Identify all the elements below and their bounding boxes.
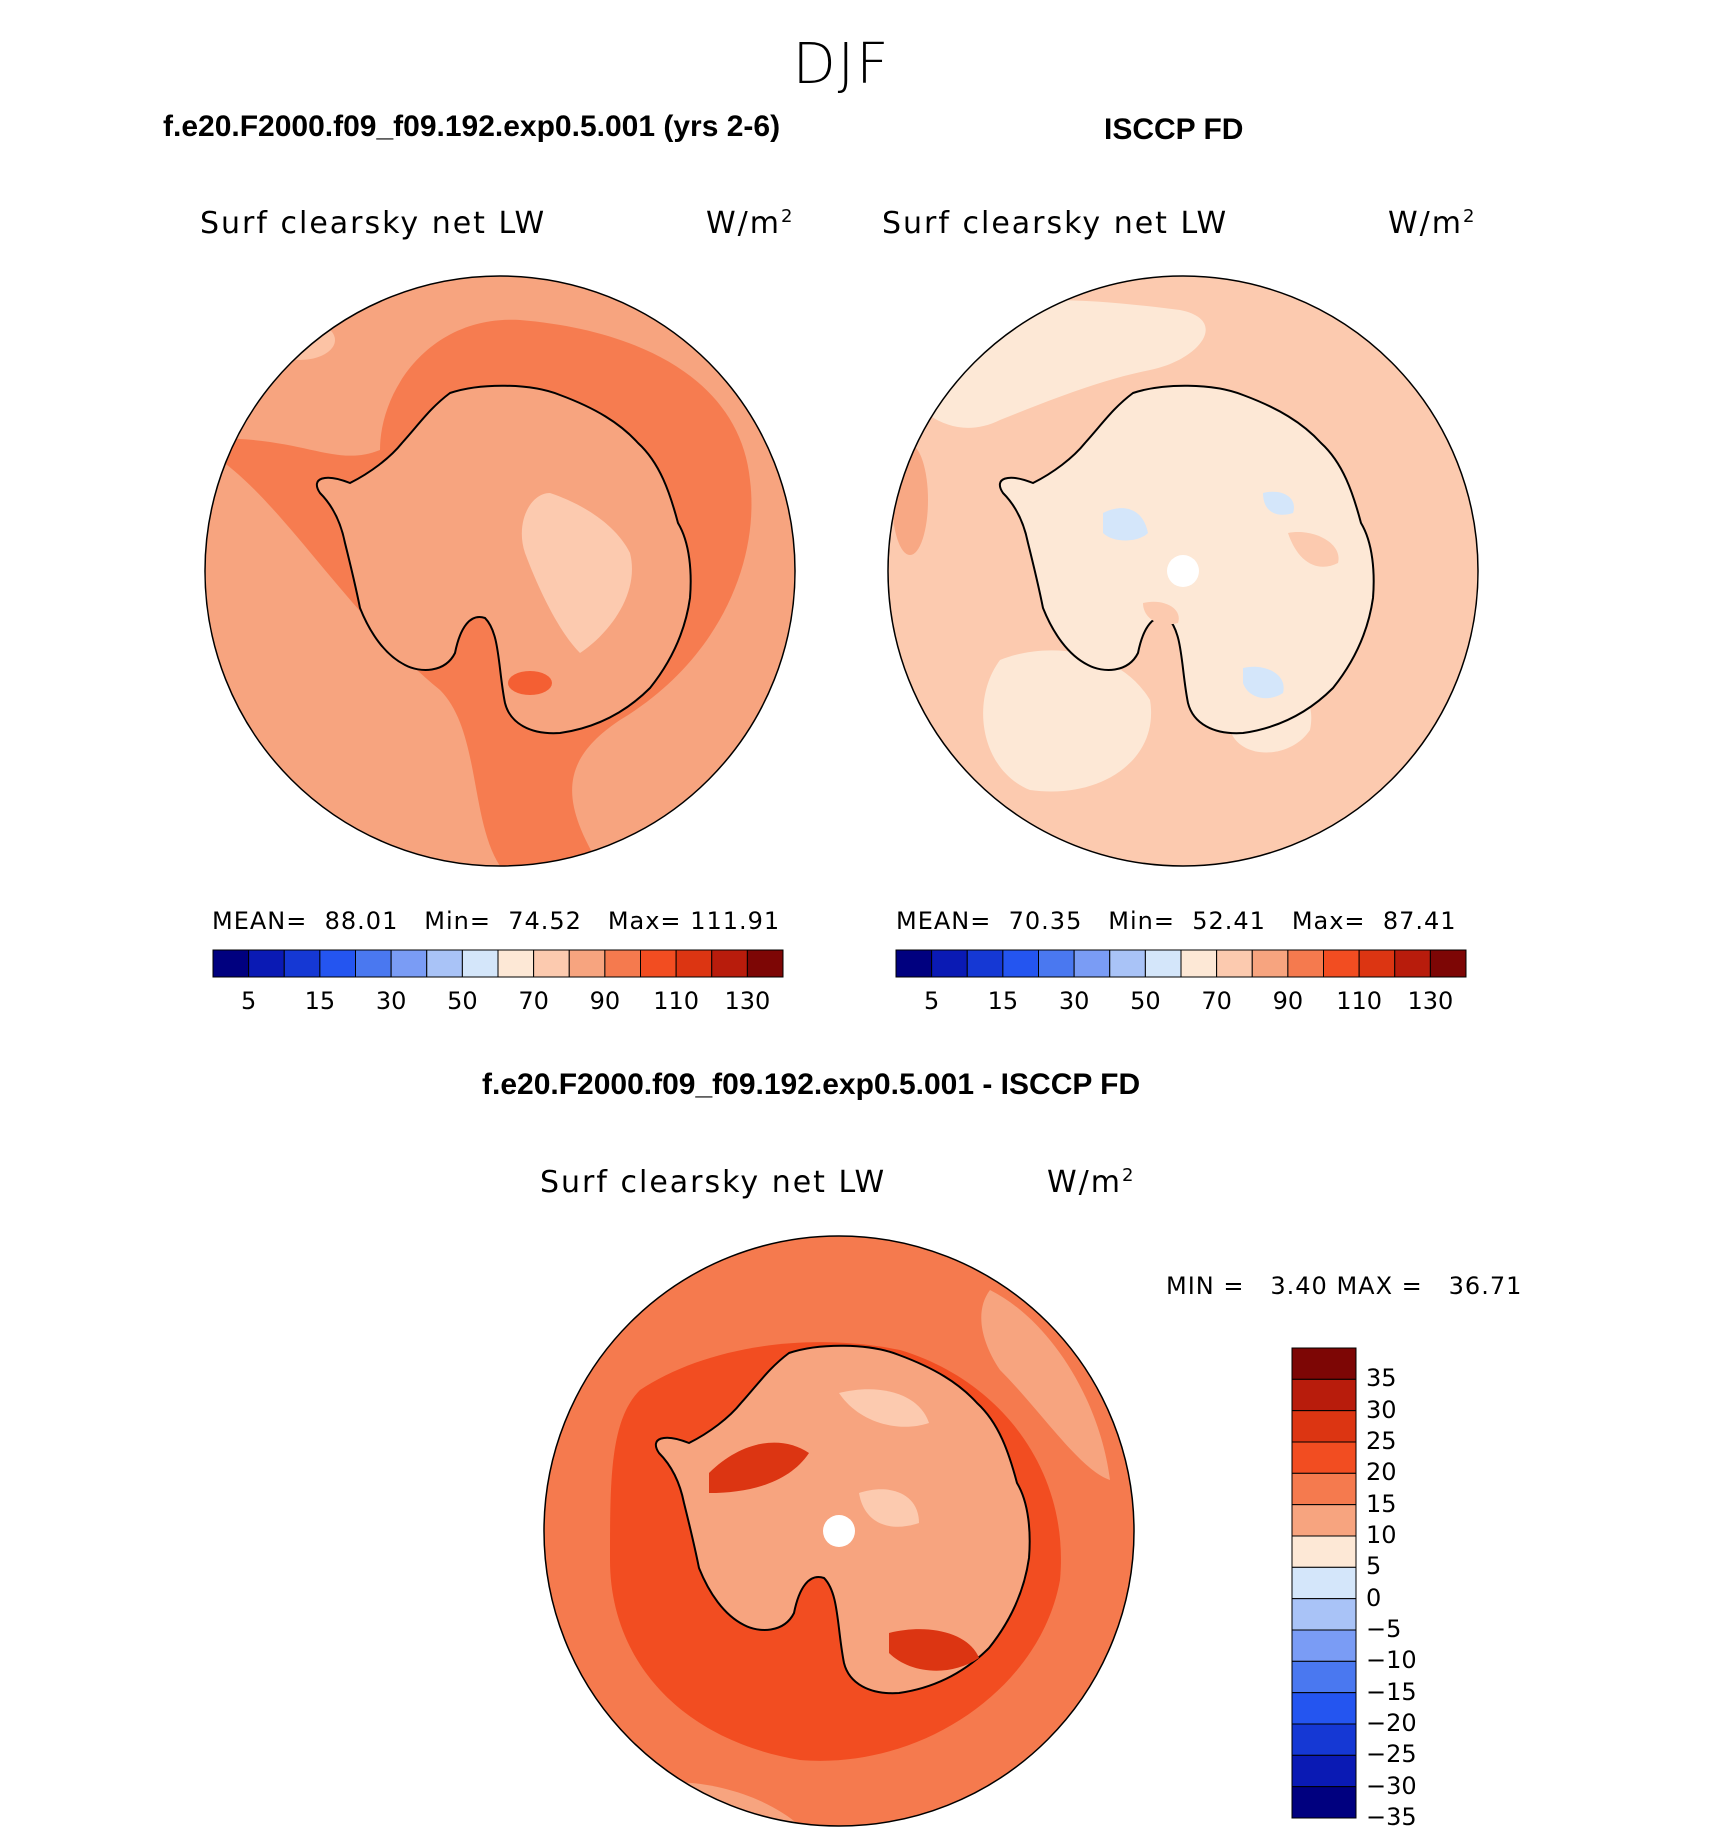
colorbar-difference-tick-label: −15 [1366,1677,1417,1706]
colorbar-panel1-swatch [675,949,713,978]
colorbar-panel1-tick-label: 70 [518,987,549,1015]
colorbar-panel2 [895,949,1467,978]
colorbar-panel2-swatch [1429,949,1467,978]
colorbar-difference-swatch [1291,1754,1357,1788]
panel2-title: ISCCP FD [1104,113,1244,146]
colorbar-panel1-swatch [604,949,641,978]
colorbar-difference-tick-label: −35 [1366,1803,1417,1831]
colorbar-difference-tick-label: −5 [1366,1615,1402,1643]
panel1-field-label: Surf clearsky net LW [200,206,547,241]
colorbar-panel1-tick-label: 50 [447,987,478,1015]
map-panel-model [204,275,796,867]
panel1-units: W/m2 [706,206,795,241]
colorbar-difference-tick-label: 20 [1366,1458,1397,1487]
colorbar-panel2-tick-label: 130 [1407,987,1454,1015]
colorbar-panel2-tick-label: 50 [1130,987,1161,1015]
colorbar-panel1-tick-label: 110 [653,987,700,1015]
colorbar-panel1-swatch [533,949,570,978]
colorbar-panel1-swatch [426,949,463,978]
colorbar-panel2-swatch [1394,949,1431,978]
panel3-units: W/m2 [1047,1165,1136,1200]
colorbar-difference-tick-label: 10 [1366,1521,1397,1549]
colorbar-difference-tick-label: −25 [1366,1740,1417,1769]
colorbar-panel1-swatch [746,949,784,978]
panel3-title: f.e20.F2000.f09_f09.192.exp0.5.001 - ISC… [482,1068,1141,1101]
colorbar-panel2-swatch [1287,949,1324,978]
colorbar-panel1-swatch [640,949,677,978]
colorbar-panel1-swatch [497,949,535,978]
colorbar-panel2-swatch [1216,949,1253,978]
colorbar-panel1-tick-label: 130 [724,987,771,1015]
colorbar-panel2-swatch [931,949,968,978]
colorbar-panel1-tick-label: 5 [240,987,257,1015]
colorbar-difference-tick-label: −30 [1366,1771,1417,1800]
colorbar-panel2-swatch [1180,949,1218,978]
panel1-title: f.e20.F2000.f09_f09.192.exp0.5.001 (yrs … [163,110,781,143]
colorbar-difference-swatch [1291,1786,1357,1819]
figure-super-title: DJF [792,32,891,97]
map-panel-difference [543,1235,1135,1827]
colorbar-difference-tick-label: −10 [1366,1646,1417,1675]
colorbar-panel1-swatch [461,949,499,978]
colorbar-panel2-swatch [966,949,1004,978]
colorbar-difference-swatch [1291,1410,1357,1443]
colorbar-difference-swatch [1291,1629,1357,1662]
colorbar-panel1-swatch [248,949,285,978]
colorbar-panel2-swatch [1073,949,1111,978]
colorbar-panel2-tick-label: 110 [1336,987,1383,1015]
colorbar-difference-swatch [1291,1347,1357,1380]
panel2-stats: MEAN= 70.35 Min= 52.41 Max= 87.41 [896,907,1457,935]
colorbar-panel1-swatch [355,949,392,978]
colorbar-panel1 [212,949,784,978]
colorbar-panel1-swatch [212,949,250,978]
colorbar-panel2-swatch [1038,949,1075,978]
colorbar-difference-swatch [1291,1566,1357,1600]
colorbar-difference-swatch [1291,1692,1357,1725]
panel2-units: W/m2 [1388,206,1477,241]
panel3-field-label: Surf clearsky net LW [540,1165,887,1200]
colorbar-difference-tick-label: −20 [1366,1709,1417,1737]
colorbar-difference-tick-label: 25 [1366,1427,1397,1455]
colorbar-difference-swatch [1291,1472,1357,1506]
colorbar-panel2-swatch [1251,949,1289,978]
colorbar-panel2-swatch [1002,949,1039,978]
colorbar-panel1-tick-label: 90 [589,987,621,1015]
colorbar-difference-tick-label: 0 [1366,1583,1382,1612]
colorbar-panel2-tick-label: 70 [1201,987,1232,1015]
panel3-minmax: MIN = 3.40 MAX = 36.71 [1166,1272,1523,1300]
colorbar-panel1-swatch [390,949,428,978]
map-panel-isccp [887,275,1479,867]
panel1-stats: MEAN= 88.01 Min= 74.52 Max= 111.91 [212,907,781,935]
colorbar-panel2-swatch [1323,949,1360,978]
colorbar-panel2-tick-label: 30 [1058,987,1090,1015]
colorbar-difference-tick-label: 15 [1366,1489,1397,1518]
colorbar-difference-swatch [1291,1598,1357,1631]
colorbar-panel1-swatch [568,949,606,978]
colorbar-panel2-tick-label: 15 [987,987,1019,1015]
colorbar-panel1-swatch [283,949,321,978]
colorbar-difference-swatch [1291,1660,1357,1694]
colorbar-panel1-tick-label: 30 [375,987,407,1015]
colorbar-panel1-swatch [711,949,748,978]
colorbar-difference-tick-label: 30 [1366,1395,1397,1424]
colorbar-difference-tick-label: 5 [1366,1552,1382,1581]
colorbar-panel2-swatch [1358,949,1396,978]
colorbar-difference-swatch [1291,1441,1357,1474]
colorbar-difference-swatch [1291,1535,1357,1568]
colorbar-panel2-swatch [1109,949,1146,978]
colorbar-difference-swatch [1291,1504,1357,1537]
colorbar-difference-swatch [1291,1378,1357,1412]
colorbar-difference-tick-label: 35 [1366,1364,1397,1393]
colorbar-panel1-tick-label: 15 [304,987,336,1015]
colorbar-panel2-tick-label: 5 [923,987,940,1015]
panel2-field-label: Surf clearsky net LW [882,206,1229,241]
colorbar-difference [1291,1347,1357,1819]
colorbar-panel2-swatch [895,949,933,978]
colorbar-panel1-swatch [319,949,356,978]
colorbar-difference-swatch [1291,1723,1357,1756]
colorbar-panel2-swatch [1144,949,1182,978]
colorbar-panel2-tick-label: 90 [1272,987,1304,1015]
